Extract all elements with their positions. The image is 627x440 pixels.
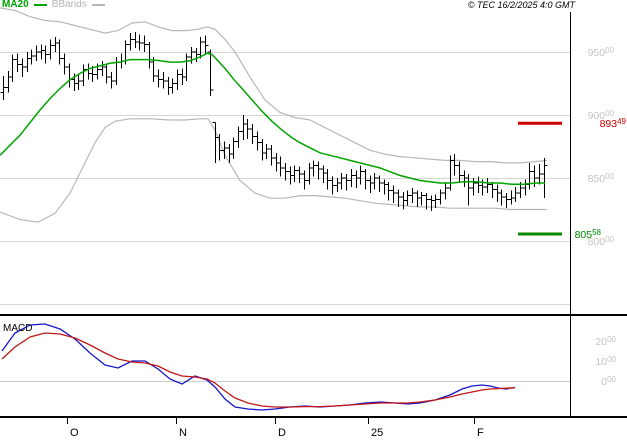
month-label: 25 (371, 427, 383, 439)
bollinger-lower-band (0, 118, 547, 223)
upper-alert-price-label: 89349 (600, 117, 627, 130)
price-scale-label: 95000 (588, 46, 615, 59)
price-scale-label: 80000 (588, 235, 615, 248)
ma20-line-swatch (33, 4, 47, 6)
macd-scale-label: 2000 (595, 335, 616, 348)
copyright-text: © TEC 16/2/2025 4:0 GMT (467, 0, 575, 10)
price-scale-label: 85000 (588, 172, 615, 185)
legend: MA20 BBands (2, 0, 105, 10)
lower-alert-price-label: 80558 (575, 228, 602, 241)
macd-panel-label: MACD (3, 323, 32, 334)
month-label: N (179, 427, 187, 439)
ohlc-bars (0, 31, 548, 211)
month-label: F (477, 427, 484, 439)
macd-signal-line (1, 332, 516, 408)
bollinger-upper-band (0, 7, 548, 164)
ma20-line (0, 52, 545, 186)
macd-scale-label: 000 (601, 375, 616, 388)
macd-line (1, 323, 516, 411)
price-scale-label: 90000 (588, 109, 615, 122)
legend-ma20-label: MA20 (2, 0, 29, 10)
macd-scale-label: 1000 (595, 355, 616, 368)
bbands-line-swatch (91, 4, 105, 6)
month-label: D (278, 427, 286, 439)
legend-bbands-label: BBands (51, 0, 87, 10)
month-label: O (70, 427, 79, 439)
